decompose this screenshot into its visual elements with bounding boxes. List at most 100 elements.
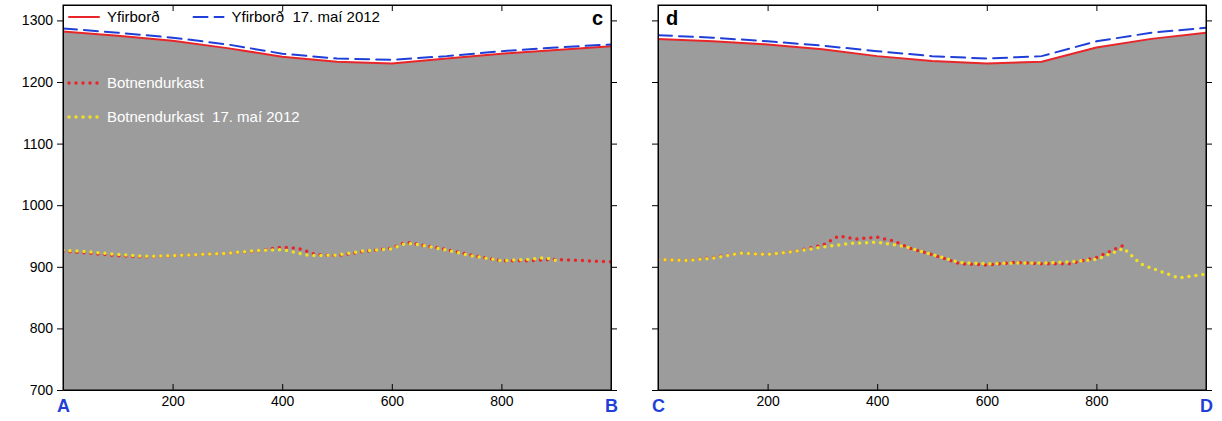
legend: Yfirborð Yfirborð 17. maí 2012 Botnendurka… <box>69 8 380 125</box>
panel-letter: d <box>666 7 678 29</box>
tick-mark <box>611 144 617 145</box>
legend-label: Yfirborð 17. maí 2012 <box>232 8 380 25</box>
plot-marks <box>63 5 611 262</box>
tick-mark <box>57 328 63 329</box>
y-axis-right <box>611 6 617 391</box>
tick-mark <box>652 328 658 329</box>
legend-swatch <box>69 16 99 18</box>
tick-mark <box>652 144 658 145</box>
tick-mark <box>611 390 617 391</box>
tick-mark <box>987 5 988 11</box>
tick-mark <box>1206 20 1212 21</box>
tick <box>611 205 617 206</box>
series-line <box>658 236 1124 265</box>
tick <box>501 5 502 11</box>
panel: A200400600800B7008009001000110012001300c… <box>22 5 618 416</box>
plot-frame <box>658 5 1206 390</box>
tick-mark <box>611 267 617 268</box>
legend-label: Botnendurkast <box>107 74 205 91</box>
tick <box>1206 328 1212 329</box>
tick <box>611 328 617 329</box>
tick: 400 <box>866 384 890 409</box>
axis-line <box>659 5 1207 6</box>
tick-mark <box>611 328 617 329</box>
tick-label: 1300 <box>22 12 53 28</box>
tick-mark <box>1206 390 1212 391</box>
tick-mark <box>1206 144 1212 145</box>
tick-mark <box>1206 205 1212 206</box>
tick: 800 <box>1085 384 1109 409</box>
tick-label: A <box>57 396 70 416</box>
tick-label: 1100 <box>23 136 53 152</box>
x-axis-top <box>659 5 1207 11</box>
surface-area <box>63 5 611 64</box>
series-line <box>63 28 611 59</box>
tick: 800 <box>30 320 63 336</box>
panel: C 200 400 600 800 Dd <box>652 5 1213 416</box>
tick-mark <box>57 82 63 83</box>
tick-label: 600 <box>976 393 1000 409</box>
tick-mark <box>501 384 502 390</box>
tick <box>652 82 658 83</box>
tick <box>1206 390 1212 391</box>
tick: 1000 <box>22 197 63 213</box>
tick-mark <box>1206 267 1212 268</box>
tick-mark <box>768 5 769 11</box>
tick-mark <box>392 384 393 390</box>
tick-mark <box>987 384 988 390</box>
tick <box>652 20 658 21</box>
tick-label: C <box>652 396 665 416</box>
tick <box>1206 82 1212 83</box>
tick <box>611 267 617 268</box>
tick: 200 <box>756 384 780 409</box>
tick: 600 <box>976 384 1000 409</box>
tick-mark <box>1096 5 1097 11</box>
tick-mark <box>501 5 502 11</box>
x-axis: C 200 400 600 800 D <box>652 384 1213 416</box>
tick-mark <box>652 205 658 206</box>
tick <box>1206 205 1212 206</box>
tick-mark <box>1206 82 1212 83</box>
tick: 400 <box>271 384 295 409</box>
tick-mark <box>282 384 283 390</box>
figure: A200400600800B7008009001000110012001300c… <box>0 0 1222 421</box>
series-line <box>658 28 1206 59</box>
y-axis-right <box>1206 6 1212 391</box>
tick-mark <box>652 390 658 391</box>
tick-mark <box>877 384 878 390</box>
tick <box>652 205 658 206</box>
tick-label: 400 <box>271 393 295 409</box>
tick-mark <box>768 384 769 390</box>
tick-label: D <box>1200 396 1213 416</box>
tick <box>768 5 769 11</box>
tick <box>877 5 878 11</box>
legend-label: Yfirborð <box>107 8 160 25</box>
tick <box>652 144 658 145</box>
tick-label: 700 <box>30 382 54 398</box>
tick-mark <box>1096 384 1097 390</box>
tick-mark <box>611 82 617 83</box>
tick <box>173 5 174 11</box>
plot-marks <box>658 5 1206 278</box>
tick <box>652 390 658 391</box>
tick-label: 600 <box>381 393 405 409</box>
axis-line <box>611 6 612 391</box>
tick-mark <box>57 144 63 145</box>
tick <box>611 20 617 21</box>
tick-mark <box>173 384 174 390</box>
tick-label: 800 <box>1085 393 1109 409</box>
tick <box>392 5 393 11</box>
tick-mark <box>877 5 878 11</box>
tick <box>611 82 617 83</box>
axis-line <box>659 390 1207 391</box>
tick: 1100 <box>23 136 63 152</box>
x-axis: A200400600800B <box>57 384 618 416</box>
tick-mark <box>57 390 63 391</box>
tick <box>1096 5 1097 11</box>
legend-label: Botnendurkast 17. maí 2012 <box>107 108 300 125</box>
tick <box>611 390 617 391</box>
legend-swatch <box>69 115 99 119</box>
tick: 900 <box>30 259 63 275</box>
tick-mark <box>57 205 63 206</box>
tick-mark <box>652 82 658 83</box>
